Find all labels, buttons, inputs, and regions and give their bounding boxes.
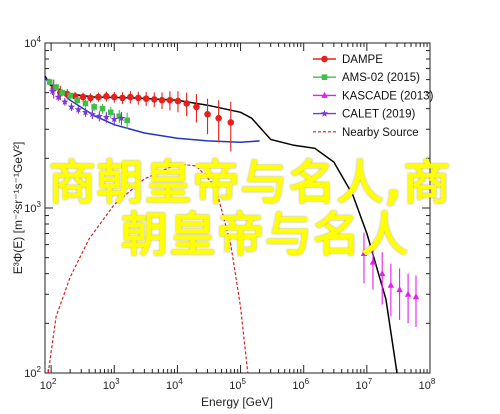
y-tick-label: 104: [24, 35, 41, 50]
data-marker: [321, 55, 328, 63]
data-marker: [396, 286, 403, 293]
data-marker: [102, 113, 110, 121]
data-marker: [387, 281, 395, 288]
y-tick-label: 102: [24, 365, 41, 380]
data-marker: [54, 93, 62, 101]
data-marker: [124, 117, 130, 124]
data-marker: [95, 93, 102, 101]
data-marker: [99, 105, 106, 112]
data-marker: [321, 74, 328, 80]
data-marker: [116, 113, 123, 120]
x-tick-label: 105: [229, 377, 246, 392]
data-marker: [81, 108, 90, 116]
data-marker: [204, 110, 211, 118]
data-marker: [74, 97, 81, 104]
data-marker: [53, 84, 59, 90]
legend-label: KASCADE (2013): [342, 90, 434, 102]
model-line: [44, 77, 260, 144]
data-marker: [107, 109, 114, 116]
data-marker: [87, 94, 94, 102]
model-line: [44, 75, 398, 374]
data-marker: [82, 100, 89, 107]
data-marker: [91, 104, 97, 110]
data-marker: [110, 115, 118, 123]
data-marker: [110, 93, 118, 101]
data-marker: [412, 293, 420, 300]
data-marker: [117, 114, 126, 122]
data-marker: [193, 103, 200, 111]
data-marker: [183, 100, 190, 107]
data-marker: [174, 97, 182, 105]
legend: DAMPE AMS-02 (2015) KASCADE (2013) CALET (2…: [313, 54, 434, 139]
x-tick-label: 103: [103, 377, 120, 392]
data-marker: [95, 112, 103, 120]
x-tick-label: 102: [40, 377, 57, 392]
data-marker: [79, 93, 87, 101]
data-marker: [360, 249, 368, 256]
data-marker: [59, 89, 66, 96]
data-marker: [379, 270, 386, 277]
data-marker: [142, 95, 150, 102]
y-tick-label: 103: [24, 200, 41, 215]
data-marker: [215, 114, 222, 122]
data-marker: [61, 98, 69, 105]
data-points: [46, 78, 420, 328]
data-marker: [134, 94, 142, 102]
data-marker: [166, 96, 174, 104]
data-marker: [369, 258, 377, 265]
data-marker: [127, 93, 134, 101]
x-axis-label: Energy [GeV]: [201, 395, 273, 409]
axis-ticks: 102 103 104 105 106 107 108 102 103 104: [24, 35, 436, 392]
data-marker: [404, 290, 412, 297]
legend-label: DAMPE: [342, 54, 383, 66]
legend-label: Nearby Source: [342, 127, 419, 139]
data-marker: [320, 109, 329, 117]
model-lines: [44, 75, 398, 374]
data-marker: [67, 92, 73, 99]
data-marker: [46, 79, 53, 85]
data-marker: [103, 93, 110, 100]
data-marker: [227, 119, 235, 126]
data-marker: [150, 96, 158, 103]
data-marker: [158, 96, 166, 104]
x-tick-label: 108: [419, 377, 436, 392]
x-tick-label: 104: [166, 377, 183, 392]
model-line: [47, 163, 249, 374]
data-marker: [88, 110, 96, 118]
data-marker: [321, 91, 328, 98]
data-marker: [119, 94, 126, 102]
data-marker: [48, 87, 57, 95]
x-tick-label: 106: [292, 377, 309, 392]
data-marker: [67, 103, 76, 110]
y-axis-label: E³Φ(E) [m⁻²sr⁻¹s⁻¹GeV²]: [11, 142, 25, 275]
legend-label: AMS-02 (2015): [342, 72, 420, 84]
data-marker: [74, 105, 82, 113]
legend-label: CALET (2019): [342, 109, 415, 121]
x-tick-label: 107: [356, 377, 373, 392]
